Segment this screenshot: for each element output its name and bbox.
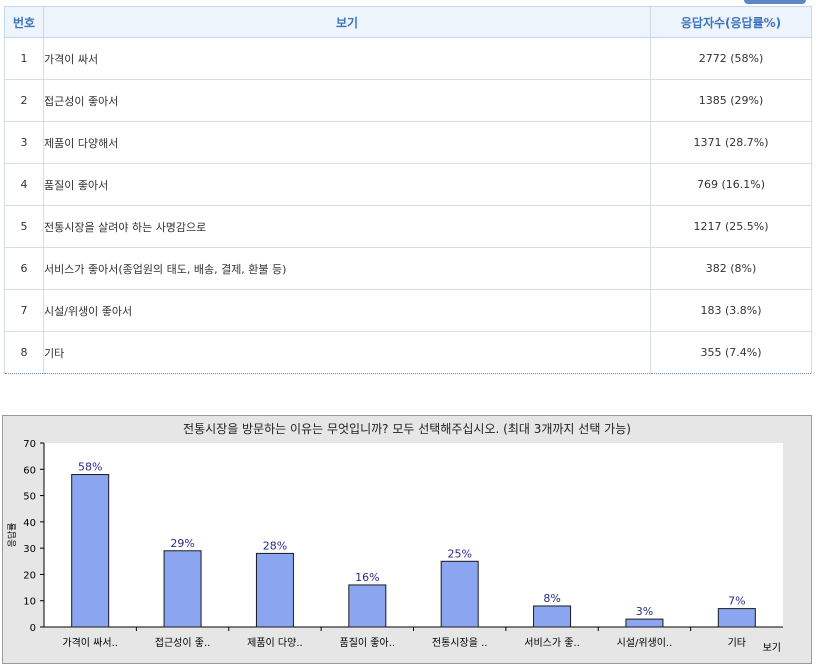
survey-result-table: 번호 보기 응답자수(응답률%) 1 가격이 싸서 2772 (58%) 2 접… [4, 6, 812, 374]
table-row: 8 기타 355 (7.4%) [4, 331, 812, 374]
row-num: 1 [4, 37, 44, 80]
row-choice: 기타 [43, 331, 651, 374]
row-choice: 시설/위생이 좋아서 [43, 289, 651, 332]
table-row: 2 접근성이 좋아서 1385 (29%) [4, 79, 812, 122]
bar-data-label: 16% [355, 571, 379, 584]
bar-chart: 0 10 20 30 40 50 60 70 응답률 58% 가격이 싸서.. 29% 접근성이 좋..… [6, 439, 783, 654]
row-num: 4 [4, 163, 44, 206]
row-choice: 제품이 다양해서 [43, 121, 651, 164]
bar [717, 608, 756, 628]
bar-data-label: 8% [543, 592, 560, 605]
bar-data-label: 28% [263, 539, 287, 552]
x-tick-label: 가격이 싸서.. [62, 636, 118, 649]
y-tick-label: 0 [30, 623, 36, 634]
x-tick-label: 제품이 다양.. [247, 637, 303, 649]
table-row: 3 제품이 다양해서 1371 (28.7%) [4, 121, 812, 164]
y-tick-label: 60 [23, 465, 36, 476]
header-choice: 보기 [43, 6, 651, 38]
row-choice: 전통시장을 살려야 하는 사명감으로 [43, 205, 651, 248]
bar [440, 560, 479, 628]
y-tick-label: 40 [23, 518, 36, 529]
y-tick-label: 30 [23, 544, 36, 555]
row-choice: 서비스가 좋아서(종업원의 태도, 배송, 결제, 환불 등) [43, 247, 651, 290]
x-tick-label: 시설/위생이.. [617, 636, 673, 649]
y-tick-label: 10 [23, 597, 36, 608]
row-num: 2 [4, 79, 44, 122]
row-choice: 가격이 싸서 [43, 37, 651, 80]
bar-data-label: 25% [447, 547, 471, 560]
x-tick-label: 전통시장을 .. [432, 637, 488, 649]
row-num: 3 [4, 121, 44, 164]
table-row: 1 가격이 싸서 2772 (58%) [4, 37, 812, 80]
chart-panel: 전통시장을 방문하는 이유는 무엇입니까? 모두 선택해주십시오. (최대 3개… [2, 415, 812, 664]
bar-data-label: 3% [636, 605, 653, 618]
row-choice: 접근성이 좋아서 [43, 79, 651, 122]
table-row: 6 서비스가 좋아서(종업원의 태도, 배송, 결제, 환불 등) 382 (8… [4, 247, 812, 290]
y-axis-label: 응답률 [6, 523, 18, 548]
y-tick-label: 70 [23, 439, 36, 450]
plot-area [44, 443, 783, 627]
y-tick-label: 20 [23, 570, 36, 581]
table-row: 4 품질이 좋아서 769 (16.1%) [4, 163, 812, 206]
row-count: 1371 (28.7%) [650, 121, 812, 164]
row-count: 2772 (58%) [650, 37, 812, 80]
bar [255, 552, 294, 628]
row-num: 8 [4, 331, 44, 374]
row-count: 355 (7.4%) [650, 331, 812, 374]
x-tick-label: 접근성이 좋.. [155, 637, 211, 649]
row-choice: 품질이 좋아서 [43, 163, 651, 206]
table-header-row: 번호 보기 응답자수(응답률%) [4, 6, 812, 38]
x-tick-label: 기타 [728, 637, 746, 649]
bar [533, 605, 572, 628]
x-axis-label: 보기 [763, 642, 781, 654]
table-row: 7 시설/위생이 좋아서 183 (3.8%) [4, 289, 812, 332]
header-count: 응답자수(응답률%) [650, 6, 812, 38]
table-row: 5 전통시장을 살려야 하는 사명감으로 1217 (25.5%) [4, 205, 812, 248]
bar [163, 550, 202, 628]
row-count: 1217 (25.5%) [650, 205, 812, 248]
bar [71, 474, 110, 628]
bar [348, 584, 387, 628]
row-num: 6 [4, 247, 44, 290]
bar [625, 618, 664, 628]
row-num: 7 [4, 289, 44, 332]
bar-data-label: 7% [728, 595, 745, 608]
header-num: 번호 [4, 6, 44, 38]
bar-data-label: 58% [78, 461, 102, 474]
chart-title: 전통시장을 방문하는 이유는 무엇입니까? 모두 선택해주십시오. (최대 3개… [183, 422, 631, 436]
row-count: 183 (3.8%) [650, 289, 812, 332]
row-count: 1385 (29%) [650, 79, 812, 122]
row-count: 769 (16.1%) [650, 163, 812, 206]
y-tick-label: 50 [23, 492, 36, 503]
bar-data-label: 29% [170, 537, 194, 550]
x-tick-label: 서비스가 좋.. [524, 637, 580, 649]
x-tick-label: 품질이 좋아.. [340, 637, 396, 649]
row-count: 382 (8%) [650, 247, 812, 290]
row-num: 5 [4, 205, 44, 248]
top-tab-edge[interactable] [744, 0, 806, 4]
